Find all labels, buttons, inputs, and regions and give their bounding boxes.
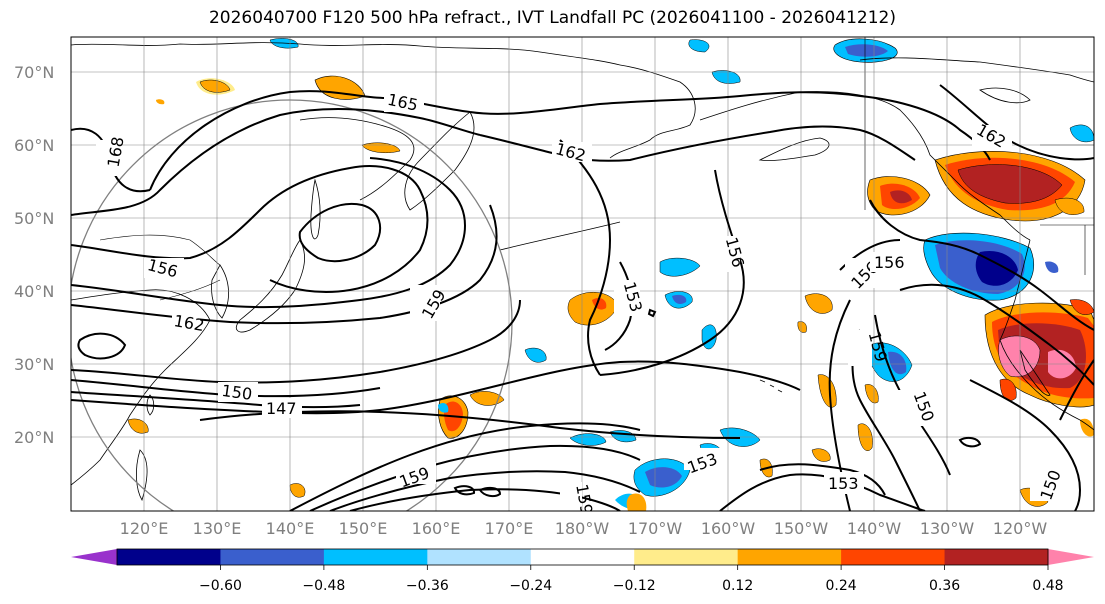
colorbar-extend-low	[71, 549, 117, 565]
lon-label-140e: 140°E	[266, 519, 315, 538]
lon-label-120w: 120°W	[993, 519, 1048, 538]
lat-label-60n: 60°N	[14, 136, 54, 155]
lon-label-170e: 170°E	[485, 519, 534, 538]
lon-label-120e: 120°E	[120, 519, 169, 538]
contour-label-147: 147	[266, 399, 297, 418]
colorbar-tick-label: −0.36	[406, 578, 449, 594]
colorbar-segment	[323, 549, 428, 565]
colorbar-tick-label: −0.48	[302, 578, 345, 594]
coastlines	[71, 42, 1094, 501]
colorbar-segment	[944, 549, 1049, 565]
colorbar-segment	[427, 549, 532, 565]
latitude-labels: 70°N 60°N 50°N 40°N 30°N 20°N	[14, 63, 54, 447]
lat-label-40n: 40°N	[14, 282, 54, 301]
colorbar-tick-label: 0.24	[826, 578, 857, 594]
colorbar: −0.60 −0.48 −0.36 −0.24 −0.12 0.12 0.24 0.36 0.4…	[71, 548, 1094, 594]
lon-label-150e: 150°E	[339, 519, 388, 538]
lon-label-170w: 170°W	[628, 519, 683, 538]
contour-label-150-west: 150	[220, 381, 253, 404]
map-title: 2026040700 F120 500 hPa refract., IVT La…	[208, 8, 896, 28]
colorbar-segment	[841, 549, 946, 565]
colorbar-segments	[117, 549, 1049, 565]
colorbar-tick-label: 0.12	[722, 578, 753, 594]
lon-label-160e: 160°E	[412, 519, 461, 538]
colorbar-segment	[220, 549, 325, 565]
colorbar-tick-label: 0.48	[1032, 578, 1063, 594]
map-frame	[70, 36, 1095, 512]
colorbar-tick-label: −0.12	[613, 578, 656, 594]
lon-label-130e: 130°E	[193, 519, 242, 538]
colorbar-segment	[634, 549, 739, 565]
colorbar-tick-label: 0.36	[929, 578, 960, 594]
gridlines	[71, 37, 1094, 511]
colorbar-outline	[116, 548, 1049, 566]
contour-label-156-east-b: 156	[874, 253, 905, 272]
lon-label-140w: 140°W	[847, 519, 902, 538]
ivt-shading	[127, 38, 1094, 511]
colorbar-segment	[737, 549, 842, 565]
lat-label-30n: 30°N	[14, 355, 54, 374]
contour-label-159-southcentral: 159	[572, 483, 596, 516]
lat-label-50n: 50°N	[14, 209, 54, 228]
lon-label-180w: 180°W	[555, 519, 610, 538]
map-area: 165 162 168 156 159 153 156 156 156 162 …	[71, 37, 1094, 516]
lon-label-160w: 160°W	[701, 519, 756, 538]
lat-label-20n: 20°N	[14, 428, 54, 447]
lat-label-70n: 70°N	[14, 63, 54, 82]
lon-label-150w: 150°W	[774, 519, 829, 538]
colorbar-tick-label: −0.24	[509, 578, 552, 594]
colorbar-tick-label: −0.60	[199, 578, 242, 594]
lon-label-130w: 130°W	[920, 519, 975, 538]
colorbar-segment	[530, 549, 635, 565]
colorbar-extend-high	[1048, 549, 1094, 565]
colorbar-segment	[117, 549, 221, 565]
contour-label-153-southeast: 153	[828, 474, 859, 493]
colorbar-ticks: −0.60 −0.48 −0.36 −0.24 −0.12 0.12 0.24 0.36 0.4…	[199, 565, 1064, 594]
longitude-labels: 120°E 130°E 140°E 150°E 160°E 170°E 180°…	[120, 519, 1048, 538]
